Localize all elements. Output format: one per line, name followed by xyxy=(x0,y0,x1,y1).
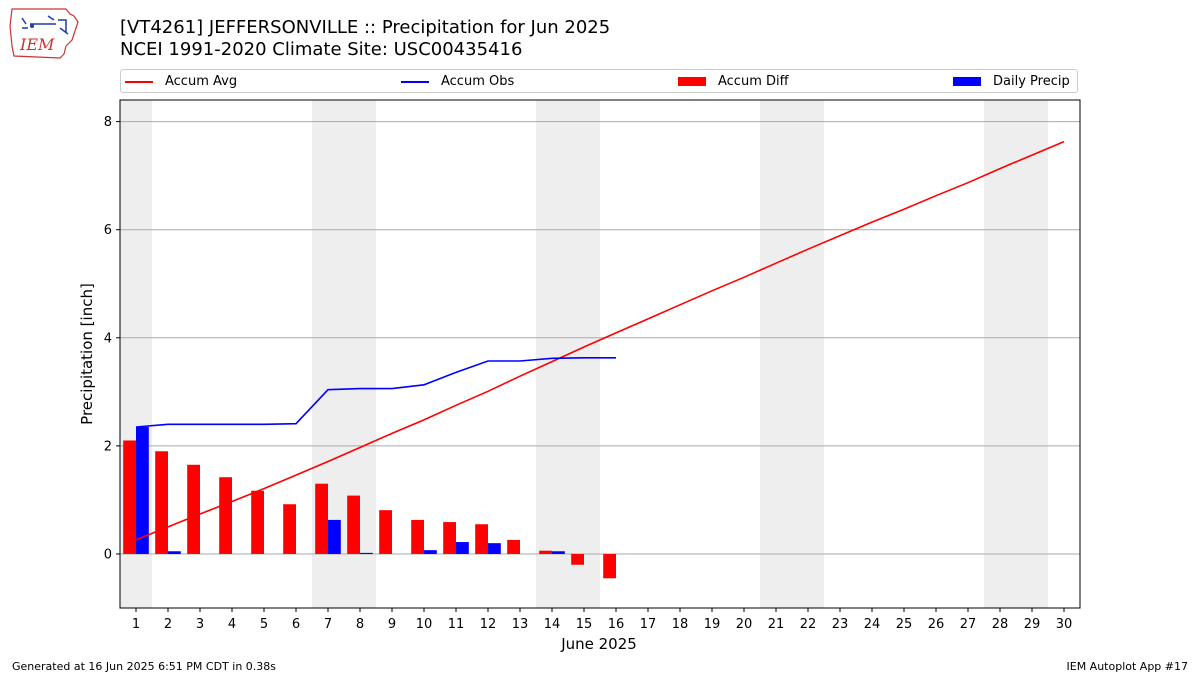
x-tick-label: 9 xyxy=(388,617,396,632)
x-tick-label: 20 xyxy=(736,617,753,632)
x-tick-label: 19 xyxy=(704,617,721,632)
weekend-band xyxy=(984,100,1016,608)
daily-precip-bar xyxy=(552,551,565,554)
weekend-band xyxy=(536,100,568,608)
x-tick-label: 4 xyxy=(228,617,236,632)
accum-diff-bar xyxy=(539,550,552,554)
x-tick-label: 27 xyxy=(960,617,977,632)
x-tick-label: 29 xyxy=(1024,617,1041,632)
x-tick-label: 5 xyxy=(260,617,268,632)
x-tick-label: 13 xyxy=(512,617,529,632)
legend-swatch-accum-obs xyxy=(401,80,429,83)
x-tick-label: 23 xyxy=(832,617,849,632)
x-tick-label: 17 xyxy=(640,617,657,632)
weekend-band xyxy=(1016,100,1048,608)
chart-legend: Accum Avg Accum Obs Accum Diff Daily Pre… xyxy=(120,69,1078,93)
legend-swatch-daily-precip xyxy=(953,77,981,86)
daily-precip-bar xyxy=(488,543,501,554)
daily-precip-bar xyxy=(168,551,181,554)
legend-item-accum-diff: Accum Diff xyxy=(678,74,789,89)
weekend-band xyxy=(760,100,792,608)
x-axis-label: June 2025 xyxy=(560,635,637,653)
legend-swatch-accum-avg xyxy=(125,80,153,83)
y-tick-label: 2 xyxy=(104,439,112,454)
accum-diff-bar xyxy=(411,519,424,554)
x-tick-label: 3 xyxy=(196,617,204,632)
accum-diff-bar xyxy=(219,477,232,554)
accum-avg-line xyxy=(135,140,1065,541)
chart-subtitle: NCEI 1991-2020 Climate Site: USC00435416 xyxy=(120,39,523,60)
weekend-band xyxy=(792,100,824,608)
x-tick-label: 8 xyxy=(356,617,364,632)
accum-diff-bar xyxy=(571,553,584,565)
iem-logo: IEM xyxy=(9,8,79,59)
daily-precip-bar xyxy=(136,426,149,554)
x-tick-label: 12 xyxy=(480,617,497,632)
legend-label-accum-avg: Accum Avg xyxy=(165,74,238,89)
weekend-band xyxy=(568,100,600,608)
x-tick-label: 10 xyxy=(416,617,433,632)
logo-text: IEM xyxy=(19,35,55,54)
accum-diff-bar xyxy=(283,504,296,554)
daily-precip-bar xyxy=(424,550,437,554)
x-tick-label: 24 xyxy=(864,617,881,632)
x-tick-label: 1 xyxy=(132,617,140,632)
x-tick-label: 26 xyxy=(928,617,945,632)
accum-diff-bar xyxy=(123,440,136,554)
accum-diff-bar xyxy=(347,495,360,554)
x-tick-label: 2 xyxy=(164,617,172,632)
x-tick-label: 7 xyxy=(324,617,332,632)
legend-item-accum-obs: Accum Obs xyxy=(401,74,514,89)
grid-group xyxy=(120,121,1080,555)
accum-diff-bar xyxy=(251,490,264,554)
legend-label-daily-precip: Daily Precip xyxy=(993,74,1070,89)
y-tick-label: 8 xyxy=(104,115,112,130)
x-tick-label: 11 xyxy=(448,617,465,632)
accum-diff-bar xyxy=(443,522,456,554)
plot-frame xyxy=(119,99,1081,609)
x-tick-label: 28 xyxy=(992,617,1009,632)
accum-diff-bar xyxy=(187,464,200,554)
accum-diff-bar xyxy=(379,510,392,554)
iowa-state-outline xyxy=(9,8,79,59)
daily-precip-bar xyxy=(328,519,341,554)
x-tick-label: 16 xyxy=(608,617,625,632)
daily-precip-bar xyxy=(360,552,373,554)
lines-group xyxy=(135,140,1065,541)
y-tick-label: 6 xyxy=(104,223,112,238)
x-tick-label: 6 xyxy=(292,617,300,632)
chart-title: [VT4261] JEFFERSONVILLE :: Precipitation… xyxy=(120,17,611,38)
legend-label-accum-obs: Accum Obs xyxy=(441,74,515,89)
footer-app: IEM Autoplot App #17 xyxy=(1066,660,1189,673)
legend-swatch-accum-diff xyxy=(678,77,706,86)
bars-group xyxy=(123,426,616,579)
accum-diff-bar xyxy=(315,483,328,554)
footer-generated: Generated at 16 Jun 2025 6:51 PM CDT in … xyxy=(12,660,277,673)
x-tick-label: 15 xyxy=(576,617,593,632)
x-tick-label: 21 xyxy=(768,617,785,632)
x-tick-label: 30 xyxy=(1056,617,1073,632)
x-tick-label: 25 xyxy=(896,617,913,632)
y-tick-label: 0 xyxy=(104,547,112,562)
accum-obs-line xyxy=(135,356,616,428)
daily-precip-bar xyxy=(456,542,469,554)
weather-station-icon xyxy=(21,15,69,35)
x-tick-label: 18 xyxy=(672,617,689,632)
x-tick-label: 22 xyxy=(800,617,817,632)
accum-diff-bar xyxy=(603,553,616,579)
x-tick-label: 14 xyxy=(544,617,561,632)
legend-label-accum-diff: Accum Diff xyxy=(718,74,789,89)
accum-diff-bar xyxy=(155,451,168,554)
y-axis-label: Precipitation [inch] xyxy=(78,283,96,425)
chart-title-block: [VT4261] JEFFERSONVILLE :: Precipitation… xyxy=(120,17,610,61)
legend-item-daily-precip: Daily Precip xyxy=(953,74,1070,89)
y-tick-label: 4 xyxy=(104,331,112,346)
accum-diff-bar xyxy=(507,539,520,554)
legend-item-accum-avg: Accum Avg xyxy=(125,74,237,89)
accum-diff-bar xyxy=(475,524,488,554)
